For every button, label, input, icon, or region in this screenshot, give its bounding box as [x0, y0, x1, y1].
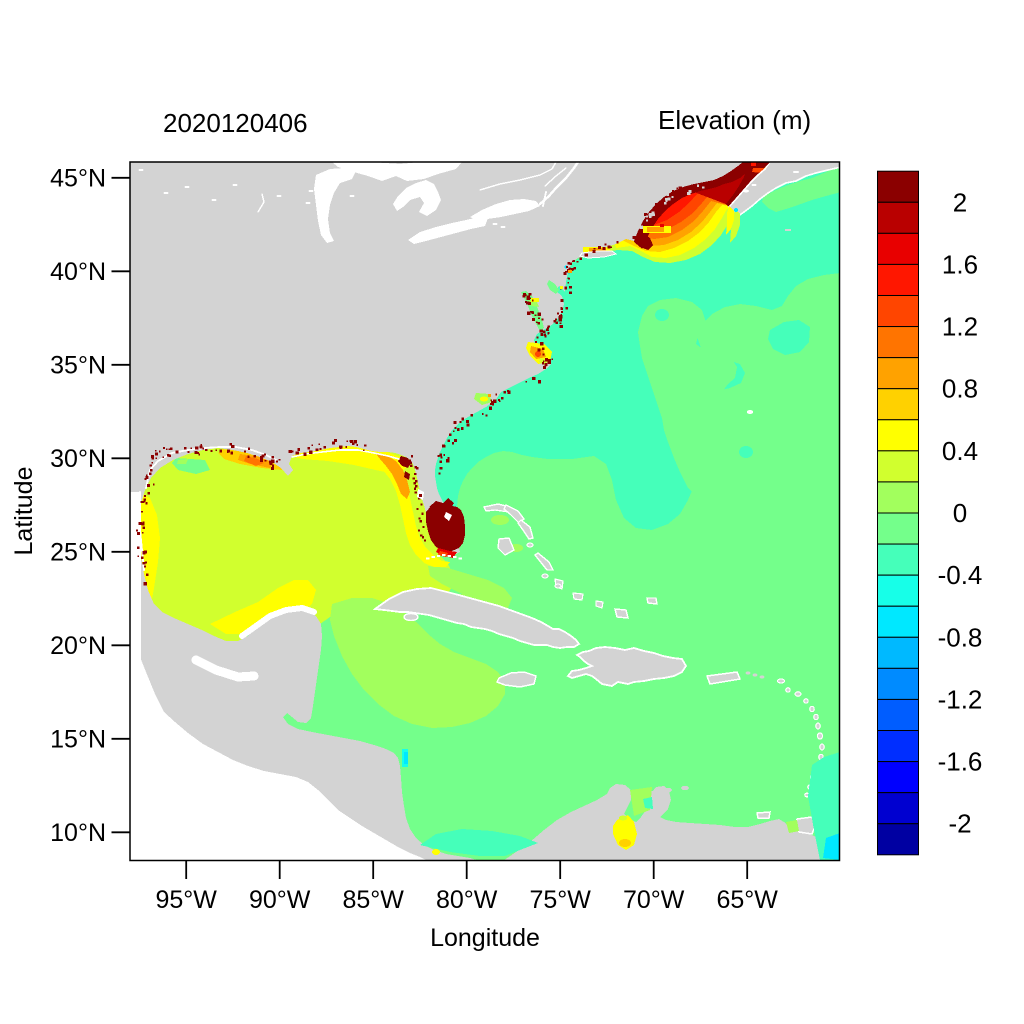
- svg-text:-1.2: -1.2: [938, 684, 983, 714]
- svg-text:1.2: 1.2: [942, 312, 978, 342]
- svg-text:30°N: 30°N: [50, 445, 106, 473]
- svg-text:Longitude: Longitude: [430, 924, 540, 952]
- svg-text:-1.6: -1.6: [938, 747, 983, 777]
- svg-text:70°W: 70°W: [623, 886, 685, 914]
- svg-text:0.8: 0.8: [942, 374, 978, 404]
- svg-text:80°W: 80°W: [436, 886, 498, 914]
- svg-text:15°N: 15°N: [50, 725, 106, 753]
- svg-text:1.6: 1.6: [942, 249, 978, 279]
- svg-text:Elevation (m): Elevation (m): [658, 105, 811, 135]
- svg-text:2: 2: [953, 187, 967, 217]
- svg-text:10°N: 10°N: [50, 819, 106, 847]
- svg-text:65°W: 65°W: [716, 886, 778, 914]
- svg-text:-2: -2: [948, 809, 971, 839]
- svg-text:35°N: 35°N: [50, 351, 106, 379]
- svg-text:95°W: 95°W: [155, 886, 217, 914]
- svg-text:-0.4: -0.4: [938, 560, 983, 590]
- svg-text:2020120406: 2020120406: [163, 108, 308, 138]
- svg-text:85°W: 85°W: [342, 886, 404, 914]
- svg-text:25°N: 25°N: [50, 538, 106, 566]
- svg-text:90°W: 90°W: [249, 886, 311, 914]
- svg-text:20°N: 20°N: [50, 632, 106, 660]
- svg-text:Latitude: Latitude: [10, 467, 38, 556]
- svg-text:75°W: 75°W: [529, 886, 591, 914]
- svg-text:40°N: 40°N: [50, 258, 106, 286]
- svg-text:0: 0: [953, 498, 967, 528]
- svg-text:0.4: 0.4: [942, 436, 978, 466]
- svg-text:45°N: 45°N: [50, 164, 106, 192]
- svg-text:-0.8: -0.8: [938, 622, 983, 652]
